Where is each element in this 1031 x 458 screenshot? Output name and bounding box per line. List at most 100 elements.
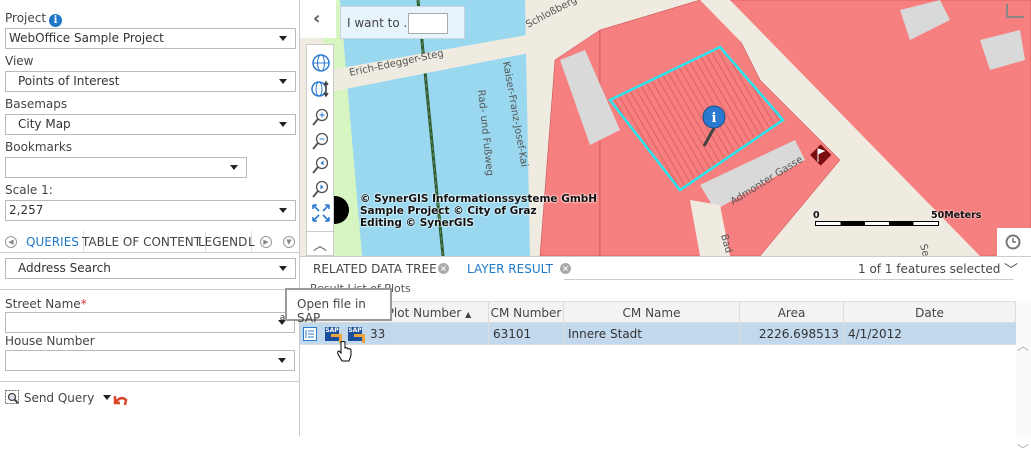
- column-label: Plot Number: [386, 306, 462, 320]
- tabs-scroll-right-icon[interactable]: ▶: [260, 236, 272, 248]
- send-query-dropdown-icon[interactable]: [103, 395, 112, 400]
- cell-area: 2226.698513: [740, 323, 844, 345]
- basemaps-select[interactable]: City Map: [5, 114, 296, 135]
- query-select[interactable]: Address Search: [5, 258, 296, 279]
- zoom-next-icon[interactable]: [311, 179, 331, 199]
- building-courtyard: [900, 0, 950, 40]
- chevron-down-icon[interactable]: ﹀: [1004, 263, 1018, 279]
- house-number-label: House Number: [5, 334, 95, 348]
- send-query-label: Send Query: [23, 391, 95, 405]
- divider: [0, 381, 300, 382]
- attribution-line: © SynerGIS Informationssysteme GmbH: [360, 193, 598, 205]
- details-icon[interactable]: [303, 327, 317, 341]
- query-select-value: Address Search: [18, 261, 111, 275]
- full-extent-icon[interactable]: [311, 203, 331, 223]
- chevron-down-icon: [278, 320, 286, 325]
- tab-layer-result[interactable]: LAYER RESULT: [467, 262, 553, 276]
- table-row[interactable]: SAP SAP 33 63101 Innere Stadt 2226.69851…: [300, 323, 1016, 345]
- scale-select[interactable]: 2,257: [5, 200, 296, 221]
- column-header-plot-number[interactable]: Plot Number ▲: [370, 302, 489, 324]
- svg-text:i: i: [712, 111, 717, 126]
- scale-label: Scale 1:: [5, 183, 53, 197]
- tab-more[interactable]: L: [248, 235, 255, 249]
- globe-pan-icon[interactable]: [311, 79, 331, 99]
- i-want-to-input[interactable]: [408, 13, 448, 34]
- column-header-date[interactable]: Date: [844, 302, 1016, 324]
- view-select[interactable]: Points of Interest: [5, 71, 296, 92]
- cell-plot-number: 33: [366, 323, 489, 345]
- bridge-road: [330, 30, 555, 92]
- tab-legend[interactable]: LEGEND: [194, 231, 253, 253]
- tabs-menu-icon[interactable]: ▼: [283, 236, 295, 248]
- globe-icon[interactable]: [311, 53, 331, 73]
- street-name-input[interactable]: ab: [5, 312, 295, 333]
- chevron-down-icon: [279, 266, 287, 271]
- map-toolbar: ︿: [306, 44, 334, 256]
- chevron-down-icon: [230, 165, 238, 170]
- building-courtyard: [980, 30, 1025, 70]
- scroll-down-icon[interactable]: ﹀: [1017, 443, 1030, 457]
- sap-open-icon[interactable]: SAP: [348, 327, 365, 343]
- zoom-previous-icon[interactable]: [311, 155, 331, 175]
- house-number-select[interactable]: [5, 350, 295, 371]
- close-tab-icon[interactable]: ×: [560, 263, 571, 274]
- street-label: Bad: [718, 233, 734, 255]
- search-icon: [5, 390, 19, 404]
- zoom-in-icon[interactable]: [311, 107, 331, 127]
- required-marker: *: [80, 297, 87, 311]
- tab-related-data-tree[interactable]: RELATED DATA TREE: [313, 262, 437, 276]
- chevron-up-icon[interactable]: ︿: [313, 238, 327, 254]
- map-corner-toggle-icon[interactable]: [1006, 4, 1024, 18]
- sort-asc-icon: ▲: [465, 310, 472, 319]
- divider: [307, 231, 333, 232]
- street-name-label: Street Name*: [5, 297, 87, 311]
- cell-cm-name: Innere Stadt: [564, 323, 740, 345]
- tabs-scroll-left-icon[interactable]: ◀: [5, 236, 17, 248]
- tab-table-of-content[interactable]: TABLE OF CONTENT: [78, 231, 207, 253]
- time-slider-button[interactable]: [997, 228, 1031, 256]
- map-attribution: © SynerGIS Informationssysteme GmbH Samp…: [360, 193, 597, 229]
- attribution-line: Sample Project © City of Graz: [360, 205, 537, 217]
- chevron-left-icon: ‹: [313, 8, 321, 29]
- send-query-button[interactable]: Send Query: [5, 390, 112, 408]
- cell-cm-number: 63101: [489, 323, 564, 345]
- zoom-out-icon[interactable]: [311, 131, 331, 151]
- left-panel: Project i WebOffice Sample Project View P…: [0, 0, 300, 436]
- cell-date: 4/1/2012: [848, 327, 902, 341]
- info-icon[interactable]: i: [49, 14, 63, 27]
- chevron-down-icon: [278, 358, 286, 363]
- chevron-down-icon: [279, 36, 287, 41]
- scrollbar[interactable]: ︿ ﹀: [1016, 301, 1031, 457]
- reset-icon[interactable]: [112, 393, 128, 406]
- admonter-gasse: [700, 140, 805, 210]
- scale-bar: 0 50Meters: [813, 210, 981, 226]
- sap-open-icon[interactable]: SAP: [325, 327, 342, 343]
- bookmarks-label: Bookmarks: [5, 140, 73, 154]
- hand-cursor-icon: [337, 341, 352, 362]
- river-line-dash: [417, 0, 444, 256]
- attribution-line: Editing © SynerGIS: [360, 217, 474, 229]
- column-header-area[interactable]: Area: [740, 302, 844, 324]
- divider: [564, 279, 1014, 280]
- column-header-cm-name[interactable]: CM Name: [564, 302, 740, 324]
- tooltip: Open file in SAP: [285, 288, 392, 325]
- close-tab-icon[interactable]: ×: [438, 263, 449, 274]
- column-header-cm-number[interactable]: CM Number: [489, 302, 564, 324]
- bookmarks-select[interactable]: [5, 157, 247, 178]
- scale-bar-graphic: [815, 221, 939, 226]
- chevron-down-icon: [279, 208, 287, 213]
- view-label: View: [5, 54, 34, 68]
- project-select[interactable]: WebOffice Sample Project: [5, 28, 296, 49]
- basemaps-value: City Map: [18, 117, 71, 131]
- info-marker-icon[interactable]: i: [702, 105, 726, 147]
- clock-icon: [1005, 234, 1021, 250]
- map-canvas[interactable]: i Erich-Edegger-Steg Rad- und Fußweg Kai…: [300, 0, 1031, 256]
- chevron-down-icon: [279, 122, 287, 127]
- tab-queries[interactable]: QUERIES: [22, 231, 84, 253]
- selected-parcel[interactable]: [608, 45, 785, 192]
- main-street: [700, 0, 980, 256]
- results-panel: RELATED DATA TREE × LAYER RESULT × 1 of …: [300, 256, 1031, 457]
- scroll-up-icon[interactable]: ︿: [1017, 339, 1030, 353]
- collapse-panel-button[interactable]: ‹: [300, 0, 336, 38]
- table-header: Plot Number ▲ CM Number CM Name Area Dat…: [300, 301, 1016, 324]
